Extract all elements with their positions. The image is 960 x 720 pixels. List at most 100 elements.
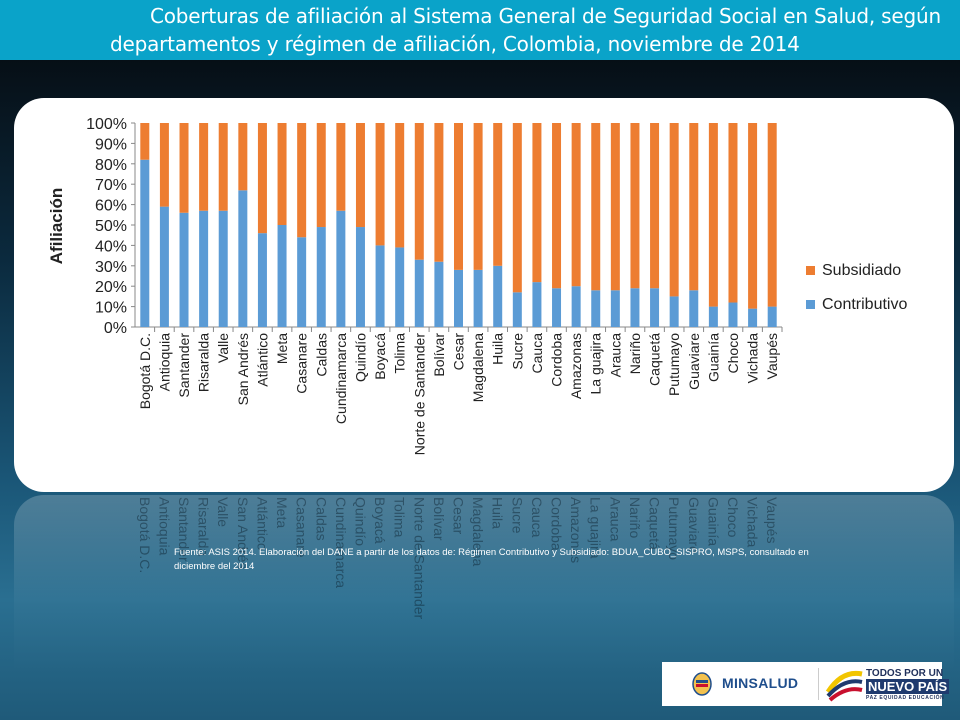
bar-subsidiado [728,123,738,303]
bar-subsidiado [610,123,620,291]
bar-subsidiado [708,123,718,307]
x-tick-label: Magdalena [470,333,486,402]
reflection-label: Guaviare [686,497,702,554]
bar-subsidiado [473,123,483,270]
bar-contributivo [159,206,169,327]
reflection-label: Huila [490,497,506,529]
bar-contributivo [473,269,483,327]
reflection-label: San Andrés [235,497,251,569]
legend-label: Contributivo [822,296,907,313]
legend-swatch [806,266,815,275]
bar-subsidiado [257,123,267,234]
reflection-label: Meta [274,497,290,528]
bar-contributivo [238,190,248,327]
reflection-label: Cundinamarca [333,497,349,588]
x-tick-label: Atlántico [254,333,270,387]
reflection-label: Amazonas [568,497,584,563]
reflection-label: Antioquia [156,497,172,556]
x-tick-label: Norte de Santander [411,333,427,456]
bar-subsidiado [375,123,385,246]
bar-subsidiado [316,123,326,228]
bar-contributivo [297,237,307,327]
x-tick-label: Cesar [451,333,467,371]
reflection-label: Nariño [627,497,643,538]
bar-subsidiado [689,123,699,291]
bar-subsidiado [767,123,777,307]
x-tick-label: Sucre [509,333,525,370]
bar-contributivo [414,259,424,327]
bar-subsidiado [571,123,581,287]
reflection-labels: Bogotá D.C. Antioquia Santander Risaralda Va… [137,497,780,620]
bar-subsidiado [650,123,660,289]
coat-of-arms-icon [692,672,712,696]
x-tick-label: Arauca [607,333,623,378]
y-tick-label: 10% [95,300,127,317]
reflection-label: Santander [176,497,192,562]
reflection-label: Atlántico [254,497,270,551]
bar-contributivo [218,210,228,327]
bar-subsidiado [552,123,562,289]
reflection-label: La guajira [588,497,604,559]
x-tick-label: Guainía [705,333,721,382]
x-tick-label: Bogotá D.C. [137,333,153,409]
reflection-label: Vaupés [764,497,780,543]
reflection-label: Choco [725,497,741,538]
bar-contributivo [728,302,738,327]
bar-contributivo [552,288,562,327]
reflection-label: Cordoba [549,497,565,551]
bar-subsidiado [454,123,463,270]
reflection-label: Norte de Santander [411,497,427,620]
y-tick-label: 40% [95,238,127,255]
x-tick-label: Amazonas [568,333,584,399]
x-tick-label: San Andrés [235,333,251,405]
bar-contributivo [355,227,365,327]
logo-box: MINSALUD TODOS POR UN NUEVO PAÍS PAZ EQU… [662,662,950,706]
x-tick-label: Valle [215,333,231,363]
bar-subsidiado [159,123,169,207]
reflection-label: Sucre [509,497,525,534]
stacked-bar-chart: 0% 10% 20% 30% 40% 50% 60% 70% 80% 90% 100% Afiliac… [47,116,907,456]
bar-subsidiado [277,123,287,225]
page-title-line-2: departamentos y régimen de afiliación, C… [110,32,800,56]
y-tick-label: 70% [95,177,127,194]
bar-contributivo [257,233,267,327]
x-tick-label: Vaupés [764,333,780,379]
bar-contributivo [375,245,385,327]
minsalud-text: MINSALUD [722,675,799,691]
chart-reflection: Bogotá D.C. Antioquia Santander Risaralda Va… [14,495,954,675]
reflection-label: Tolima [392,497,408,538]
bar-contributivo [748,308,758,327]
reflection-label: Caquetá [647,497,663,550]
bar-subsidiado [218,123,228,211]
bar-contributivo [610,290,620,327]
y-axis-title: Afiliación [47,188,66,265]
reflection-label: Quindío [352,497,368,546]
x-tick-label: Caldas [313,333,329,377]
reflection-label: Vichada [745,497,761,548]
reflection-label: Cauca [529,497,545,538]
bar-contributivo [669,296,679,327]
bar-contributivo [395,247,405,327]
bar-subsidiado [395,123,405,248]
x-tick-label: Caquetá [647,333,663,386]
x-tick-label: Tolima [392,333,408,374]
x-tick-label: Risaralda [196,333,212,392]
todos-por-un-nuevo-pais-logo: TODOS POR UN NUEVO PAÍS PAZ EQUIDAD EDUC… [822,662,950,706]
todos-line-3: PAZ EQUIDAD EDUCACIÓN [866,695,945,701]
bar-subsidiado [669,123,679,297]
reflection-label: Bolívar [431,497,447,541]
bar-subsidiado [493,123,503,266]
reflection-label: Risaralda [196,497,212,556]
legend-swatch [806,300,815,309]
x-tick-label: La guajira [588,333,604,395]
bar-subsidiado [179,123,189,213]
x-tick-label: Meta [274,333,290,364]
bar-subsidiado [630,123,640,289]
page-title-line-1: Coberturas de afiliación al Sistema Gene… [150,4,941,28]
reflection-label: Casanare [294,497,310,558]
bar-subsidiado [414,123,424,260]
x-tick-label: Antioquia [156,333,172,392]
todos-line-1: TODOS POR UN [866,668,944,679]
bar-contributivo [336,210,346,327]
bar-contributivo [591,290,601,327]
